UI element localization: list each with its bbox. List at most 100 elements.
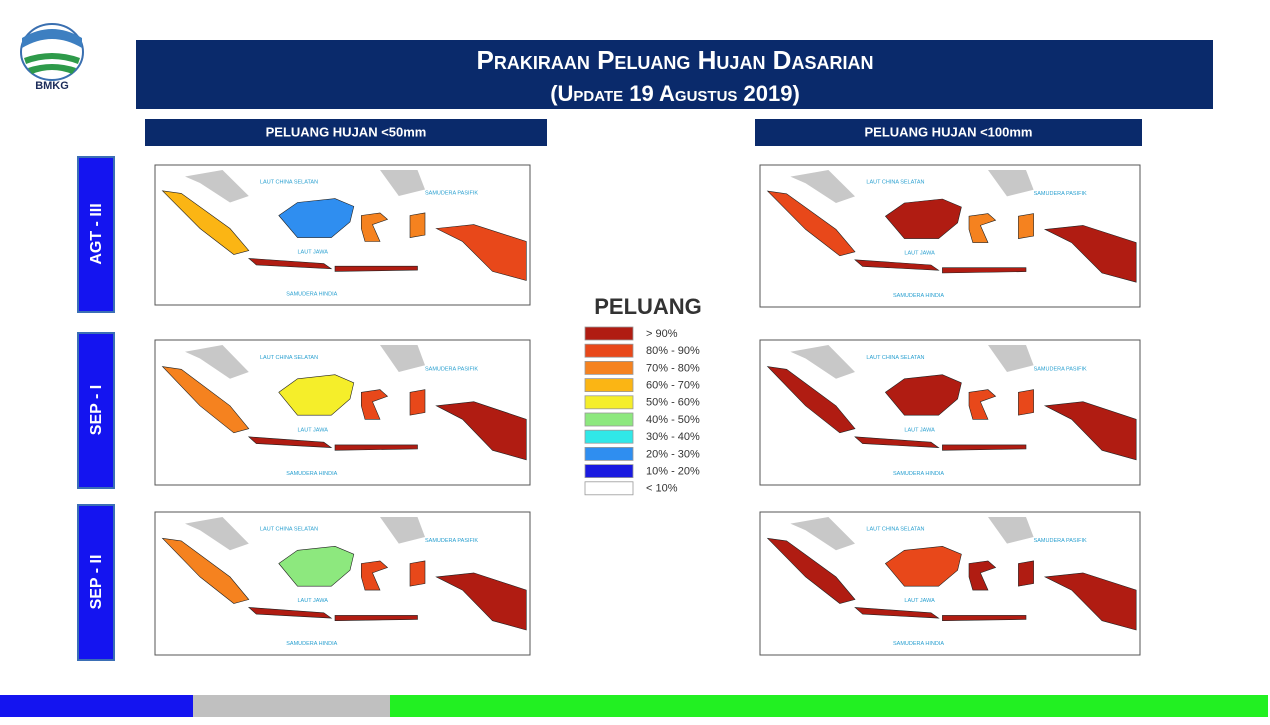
map-land [790,517,855,551]
map-label: LAUT CHINA SELATAN [866,527,924,533]
map-region [334,615,418,622]
map-region [884,198,962,239]
column-header: PELUANG HUJAN <100mm [865,124,1033,139]
legend-swatch [584,446,634,461]
map-region [884,545,962,587]
legend-label: 80% - 90% [646,345,700,357]
map-region [942,267,1027,274]
legend-label: > 90% [646,328,678,340]
legend-swatch [584,429,634,444]
map-region [1043,225,1137,283]
map-region [334,444,418,451]
map-label: SAMUDERA PASIFIK [425,190,478,196]
map-region [854,259,940,271]
map-region [278,545,355,587]
map-land [185,517,249,551]
map-region [766,190,856,257]
map-land [380,517,425,544]
map-label: LAUT CHINA SELATAN [260,179,318,185]
footer-bar [390,695,1268,717]
logo-text: BMKG [35,80,69,92]
column-header: PELUANG HUJAN <50mm [266,124,427,139]
row-label: SEP - II [88,555,105,610]
map-region [360,389,389,420]
column-header-bar [755,119,1142,146]
subtitle: (Update 19 Agustus 2019) [550,81,800,106]
map-label: LAUT JAWA [904,250,935,256]
map-region [854,436,940,448]
map-region [1018,389,1034,416]
map-region [334,265,418,272]
map-region [1018,560,1034,587]
legend-label: < 10% [646,483,678,495]
legend-label: 10% - 20% [646,466,700,478]
map: LAUT CHINA SELATAN SAMUDERA PASIFIK SAMUDE… [759,339,1141,486]
map-region [247,607,333,619]
map-land [790,170,855,203]
map-region [1043,572,1137,631]
map-land [988,517,1034,544]
row-label-box [77,332,115,489]
map-label: LAUT JAWA [298,249,329,255]
column-header-bar [145,119,547,146]
map-label: LAUT CHINA SELATAN [260,527,318,533]
logo: BMKG [20,23,84,92]
map: LAUT CHINA SELATAN SAMUDERA PASIFIK SAMUDE… [154,164,531,306]
map-label: LAUT JAWA [904,427,935,433]
map: LAUT CHINA SELATAN SAMUDERA PASIFIK SAMUDE… [154,339,531,486]
map-region [247,436,333,448]
map-region [161,537,250,604]
map-region [161,366,250,434]
legend-label: 20% - 30% [646,448,700,460]
map-label: LAUT CHINA SELATAN [260,355,318,361]
row-label-box [77,156,115,313]
map-region [766,537,856,604]
map-label: SAMUDERA HINDIA [286,641,337,647]
map-label: SAMUDERA HINDIA [893,641,944,647]
map-region [409,560,426,587]
map-land [790,345,855,379]
map-land [380,170,425,196]
map-region [360,212,389,242]
map-label: LAUT CHINA SELATAN [866,355,924,361]
map: LAUT CHINA SELATAN SAMUDERA PASIFIK SAMUDE… [759,164,1141,308]
footer-bar [193,695,390,717]
map-label: LAUT JAWA [904,598,935,604]
legend-label: 50% - 60% [646,397,700,409]
legend-label: 60% - 70% [646,380,700,392]
legend-swatch [584,481,634,496]
legend-swatch [584,360,634,375]
map-region [1018,213,1034,239]
map-label: SAMUDERA PASIFIK [1034,538,1087,544]
footer-bar [0,695,193,717]
map: LAUT CHINA SELATAN SAMUDERA PASIFIK SAMUDE… [154,511,531,656]
legend-label: 70% - 80% [646,362,700,374]
map-region [409,389,426,416]
map-region [968,389,997,420]
legend-swatch [584,412,634,427]
map-region [278,374,355,416]
map-land [185,345,249,379]
map-region [766,366,856,434]
legend-swatch [584,326,634,341]
map-land [185,170,249,203]
map-region [968,213,997,243]
map-label: SAMUDERA PASIFIK [1034,366,1087,372]
map-label: SAMUDERA PASIFIK [425,366,478,372]
map-region [360,560,389,591]
legend-title: PELUANG [594,294,702,319]
map-label: SAMUDERA HINDIA [893,293,944,299]
map-region [884,374,962,416]
legend-label: 30% - 40% [646,431,700,443]
map-region [278,198,355,238]
map-region [247,258,333,270]
title-bar [136,40,1213,109]
map-region [1043,401,1137,461]
map-label: LAUT JAWA [298,598,329,604]
map-region [854,607,940,619]
map-label: SAMUDERA HINDIA [286,291,337,297]
map-label: SAMUDERA PASIFIK [1034,191,1087,197]
map-label: LAUT JAWA [298,427,329,433]
map-region [968,560,997,591]
